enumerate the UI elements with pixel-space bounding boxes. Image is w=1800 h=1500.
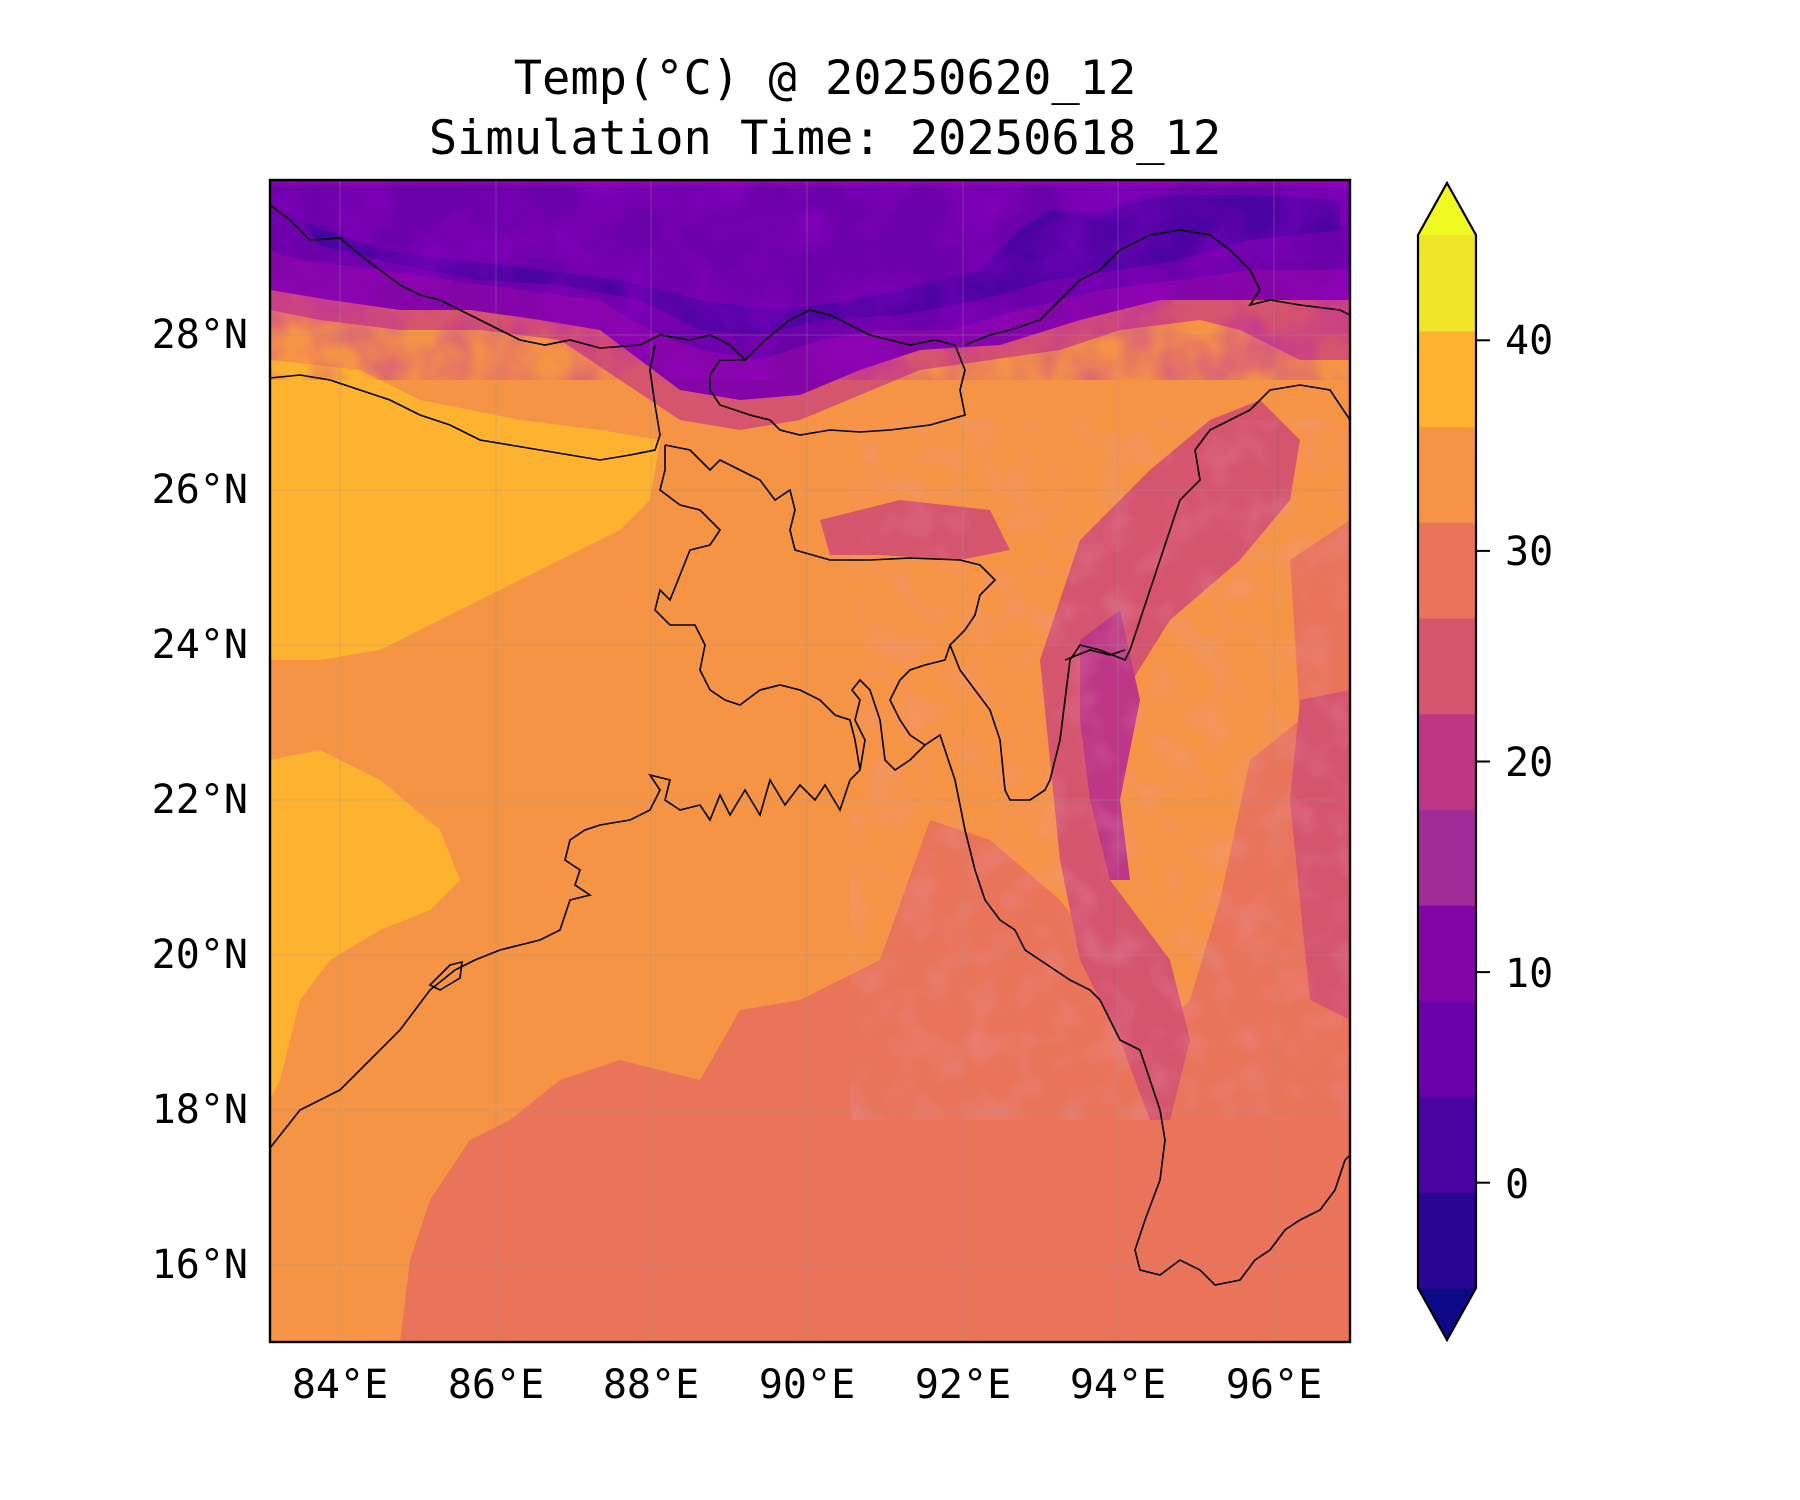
lat-label-20: 20°N (152, 932, 248, 978)
lon-label-94: 94°E (1070, 1362, 1166, 1408)
colorbar-band (1418, 426, 1476, 523)
lat-label-24: 24°N (152, 622, 248, 668)
lat-label-26: 26°N (152, 467, 248, 513)
colorbar-extend-low (1418, 1288, 1476, 1340)
lat-label-18: 18°N (152, 1087, 248, 1133)
border-bangladesh (654, 444, 997, 771)
colorbar-label-20: 20 (1505, 740, 1553, 786)
colorbar-band (1418, 1096, 1476, 1193)
colorbar-band (1418, 1000, 1476, 1098)
map-frame (268, 178, 1352, 1344)
border-nepal-south (270, 344, 661, 461)
colorbar-band (1418, 522, 1476, 619)
lat-label-28: 28°N (152, 312, 248, 358)
lon-label-86: 86°E (448, 1362, 544, 1408)
lon-label-96: 96°E (1226, 1362, 1322, 1408)
colorbar-extend-high (1418, 183, 1476, 235)
lon-label-84: 84°E (292, 1362, 388, 1408)
longitude-labels: 84°E 86°E 88°E 90°E 92°E 94°E 96°E (292, 1362, 1322, 1408)
colorbar-band (1418, 713, 1476, 810)
colorbar-label-10: 10 (1505, 951, 1553, 997)
colorbar-band (1418, 1192, 1476, 1289)
colorbar-label-30: 30 (1505, 529, 1553, 575)
colorbar-band (1418, 330, 1476, 428)
colorbar (1416, 180, 1490, 1343)
colorbar-band (1418, 617, 1476, 715)
map-gridlines (270, 180, 1350, 1342)
colorbar-outline (1416, 180, 1478, 1343)
temp-band-35-40-small (300, 580, 420, 640)
colorbar-label-0: 0 (1505, 1162, 1529, 1208)
map-title: Temp(°C) @ 20250620_12 (513, 51, 1137, 106)
latitude-labels: 28°N 26°N 24°N 22°N 20°N 18°N 16°N (152, 312, 248, 1288)
border-myanmar-interior (949, 644, 1126, 801)
colorbar-band (1418, 905, 1476, 1002)
colorbar-labels: 40 30 20 10 0 (1505, 318, 1553, 1208)
lon-label-88: 88°E (603, 1362, 699, 1408)
lat-label-22: 22°N (152, 777, 248, 823)
coastline (270, 678, 1350, 1286)
colorbar-label-40: 40 (1505, 318, 1553, 364)
border-himalaya (270, 204, 966, 436)
colorbar-band (1418, 235, 1476, 332)
temp-band-35-40-west (270, 360, 660, 660)
map-subtitle: Simulation Time: 20250618_12 (428, 111, 1222, 166)
temperature-field (270, 180, 1350, 1342)
coastline-island (428, 960, 463, 991)
lon-label-90: 90°E (759, 1362, 855, 1408)
border-india-myanmar (1029, 384, 1350, 801)
lon-label-92: 92°E (915, 1362, 1011, 1408)
temp-band-35-40-odisha (270, 750, 460, 1100)
lat-label-16: 16°N (152, 1242, 248, 1288)
border-india-china-east (964, 229, 1350, 346)
colorbar-band (1418, 809, 1476, 906)
